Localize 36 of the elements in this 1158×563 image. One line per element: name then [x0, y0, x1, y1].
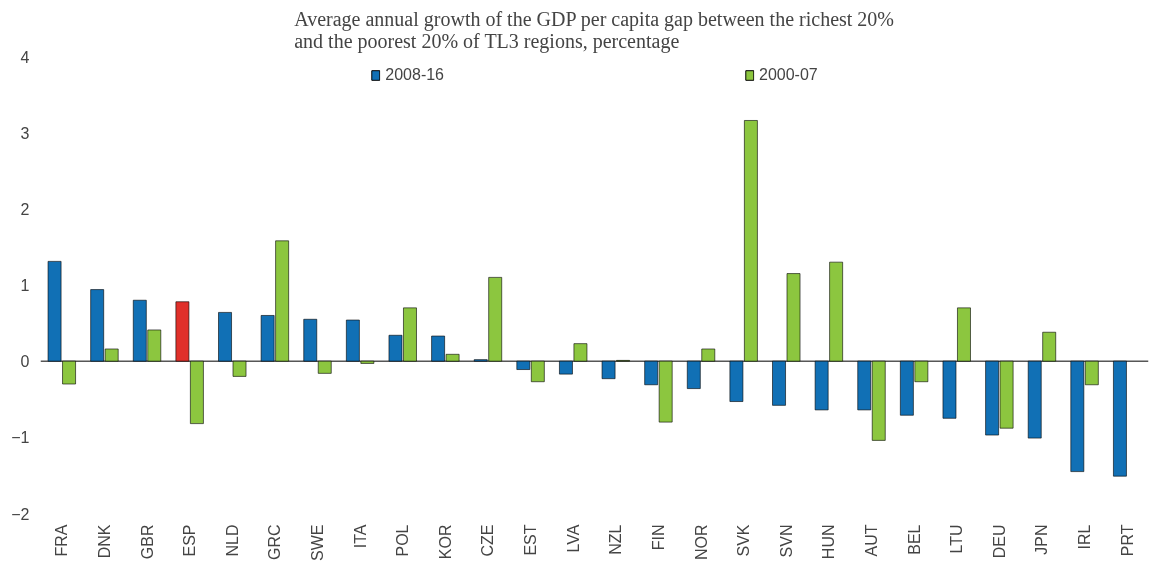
x-tick-label: LVA	[564, 524, 582, 553]
x-tick-label: FRA	[53, 524, 71, 557]
x-tick-label: GBR	[138, 524, 156, 560]
x-tick-label: AUT	[863, 524, 880, 557]
legend-label: 2008-16	[385, 66, 444, 84]
x-tick-label: ESP	[181, 524, 199, 557]
y-tick-label: 3	[20, 124, 30, 142]
x-tick-label: GRC	[266, 524, 284, 561]
y-tick-label: −1	[11, 429, 30, 447]
y-tick-label: 2	[20, 200, 30, 218]
y-tick-label: −2	[11, 505, 30, 523]
x-tick-label: SWE	[309, 524, 326, 561]
x-tick-label: HUN	[820, 524, 838, 560]
x-tick-label: NOR	[692, 524, 710, 561]
x-tick-label: PRT	[1118, 524, 1136, 557]
y-tick-label: 0	[20, 353, 30, 371]
x-tick-label: SVN	[777, 524, 795, 558]
x-tick-label: CZE	[479, 524, 497, 557]
x-tick-label: JPN	[1033, 524, 1051, 555]
x-tick-label: NZL	[607, 524, 625, 555]
x-tick-label: EST	[522, 524, 540, 556]
x-tick-label: SVK	[735, 524, 753, 557]
x-tick-label: POL	[394, 524, 412, 557]
x-tick-label: DNK	[95, 524, 113, 559]
x-tick-label: FIN	[649, 524, 667, 551]
y-tick-label: 1	[20, 277, 30, 294]
x-tick-label: KOR	[436, 524, 454, 560]
x-tick-label: ITA	[351, 524, 369, 549]
x-tick-label: IRL	[1076, 524, 1094, 550]
x-tick-label: LTU	[948, 524, 966, 554]
x-tick-label: BEL	[905, 524, 923, 555]
chart-title: Average annual growth of the GDP per capita gap between the richest 20% and the poorest 20% of TL3 regions, percentage	[294, 7, 895, 53]
legend-label: 2000-07	[759, 66, 818, 84]
y-tick-label: 4	[20, 48, 30, 66]
x-tick-label: DEU	[990, 524, 1008, 559]
x-tick-label: NLD	[223, 524, 241, 557]
